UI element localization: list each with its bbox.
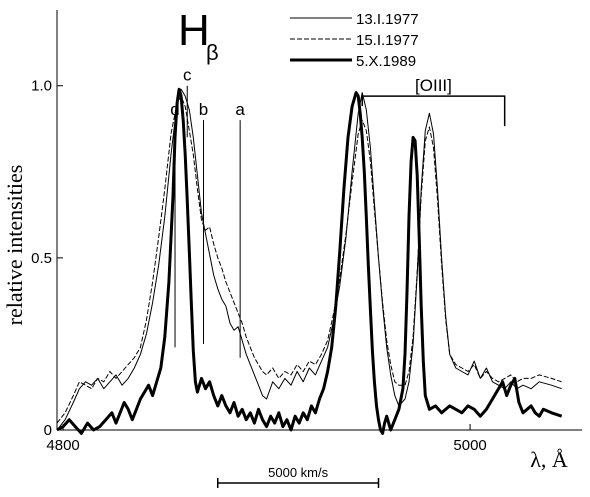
legend: 13.I.1977 15.I.1977 5.X.1989 [290,11,419,70]
x-tick-label: 5000 [453,437,486,454]
axes: 0 0.5 1.0 4800 5000 [31,10,582,454]
series-layer [56,87,563,435]
marker-label-a: a [235,100,245,119]
annotation-oiii-label: [OIII] [415,76,452,95]
chart-title-main: H [178,6,210,55]
y-tick-label: 0.5 [31,250,52,267]
legend-label: 15.I.1977 [356,32,419,49]
y-tick-label: 0 [44,422,52,439]
series-line-thin-solid [56,88,562,431]
legend-label: 5.X.1989 [356,53,416,70]
axis-labels: relative intensities λ, Å [2,165,568,472]
marker-label-c: c [183,66,192,85]
series-line-thick-solid [56,87,563,435]
scale-bar: 5000 km/s [217,465,380,488]
legend-label: 13.I.1977 [356,11,419,28]
chart-title-subscript: β [206,40,219,65]
x-tick-label: 4800 [46,437,79,454]
bracket-oiii [361,95,506,127]
y-axis-label: relative intensities [2,165,27,326]
series-line-dashed [56,95,562,424]
scale-bar-label: 5000 km/s [268,465,328,480]
marker-layer: dcb a [170,66,245,358]
y-tick-label: 1.0 [31,78,52,95]
marker-label-d: d [170,100,179,119]
x-axis-label: λ, Å [530,447,568,472]
marker-label-b: b [199,100,208,119]
chart-title: H β [178,6,219,65]
annotation-layer: [OIII] [361,76,506,127]
